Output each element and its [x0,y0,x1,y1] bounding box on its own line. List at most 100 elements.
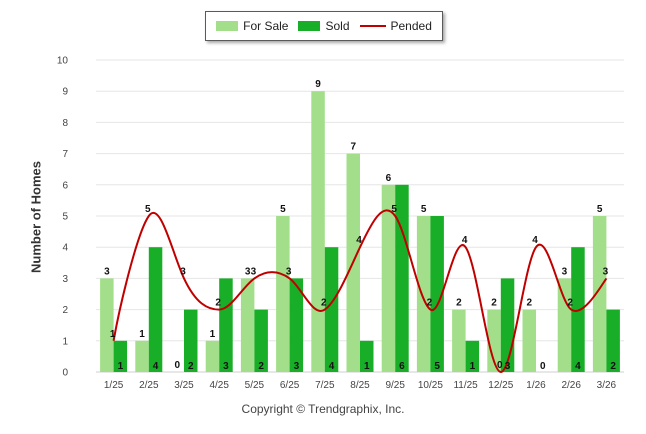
label-sold-1-25: 1 [118,361,124,372]
label-for-sale-2-26: 3 [562,266,568,277]
bar-for-sale-6-25[interactable] [276,216,290,372]
bar-for-sale-1-26[interactable] [522,309,537,372]
bar-sold-9-25[interactable] [395,184,409,372]
label-pended-9-25: 5 [391,204,397,215]
bar-for-sale-3-26[interactable] [592,216,607,372]
legend-swatch-for-sale [216,21,239,31]
label-for-sale-5-25: 3 [245,266,251,277]
label-for-sale-12-25: 2 [491,298,497,309]
x-tick-label: 5/25 [245,380,265,391]
y-tick-label: 5 [62,212,68,223]
bar-for-sale-12-25[interactable] [487,309,501,372]
y-tick-label: 0 [62,368,68,379]
label-pended-3-26: 3 [603,266,609,277]
x-tick-label: 2/26 [561,380,581,391]
bar-sold-10-25[interactable] [430,216,444,372]
label-pended-12-25: 0 [497,360,503,371]
x-tick-label: 6/25 [280,380,300,391]
label-sold-5-25: 2 [258,361,264,372]
bar-for-sale-1-25[interactable] [100,278,114,372]
legend-label-for-sale: For Sale [243,19,289,33]
y-axis-title: Number of Homes [28,161,44,273]
label-pended-11-25: 4 [462,235,468,246]
label-sold-1-26: 0 [540,361,546,372]
label-pended-10-25: 2 [427,298,433,309]
label-for-sale-9-25: 6 [386,173,392,184]
bar-sold-6-25[interactable] [289,278,304,372]
legend-swatch-sold [298,21,321,31]
label-sold-11-25: 1 [470,361,476,372]
bar-sold-5-25[interactable] [254,309,268,372]
bar-for-sale-9-25[interactable] [381,184,396,372]
legend-label-sold: Sold [325,19,350,33]
label-sold-12-25: 3 [505,361,511,372]
bar-sold-4-25[interactable] [219,278,233,372]
bar-sold-1-25[interactable] [113,340,128,372]
y-tick-label: 8 [62,118,68,129]
label-pended-2-26: 2 [567,298,573,309]
label-pended-6-25: 3 [286,266,292,277]
x-tick-label: 8/25 [350,380,370,391]
label-pended-2-25: 5 [145,204,151,215]
pended-line[interactable] [112,209,608,374]
bar-sold-12-25[interactable] [500,278,515,372]
legend: For Sale Sold Pended [205,11,443,41]
bar-sold-2-25[interactable] [148,247,163,372]
label-pended-5-25: 3 [251,266,257,277]
label-sold-9-25: 6 [399,361,405,372]
legend-item-sold[interactable]: Sold [298,19,350,33]
bar-for-sale-5-25[interactable] [240,278,255,372]
x-tick-label: 3/25 [174,380,194,391]
y-tick-label: 4 [62,243,68,254]
bar-sold-11-25[interactable] [465,340,480,372]
label-sold-10-25: 5 [434,361,440,372]
label-for-sale-6-25: 5 [280,204,286,215]
copyright: Copyright © Trendgraphix, Inc. [241,402,405,416]
label-for-sale-11-25: 2 [456,298,462,309]
label-for-sale-1-25: 3 [104,266,110,277]
x-tick-label: 2/25 [139,380,159,391]
label-pended-1-25: 1 [110,329,116,340]
bar-sold-7-25[interactable] [324,247,339,372]
x-tick-label: 3/26 [597,380,617,391]
label-for-sale-10-25: 5 [421,204,427,215]
legend-item-pended[interactable]: Pended [359,19,432,33]
bar-for-sale-7-25[interactable] [311,91,325,372]
label-for-sale-2-25: 1 [139,329,145,340]
label-for-sale-3-25: 0 [174,360,180,371]
bar-sold-3-26[interactable] [606,309,620,372]
label-for-sale-4-25: 1 [210,329,216,340]
y-tick-label: 1 [62,336,68,347]
y-tick-label: 10 [57,56,69,67]
label-sold-6-25: 3 [294,361,300,372]
label-for-sale-7-25: 9 [315,79,321,90]
bars [100,91,620,372]
label-sold-4-25: 3 [223,361,229,372]
bar-for-sale-2-26[interactable] [557,278,572,372]
label-sold-8-25: 1 [364,361,370,372]
bar-sold-3-25[interactable] [184,309,198,372]
bar-for-sale-11-25[interactable] [452,309,466,372]
bar-for-sale-4-25[interactable] [205,340,220,372]
y-tick-label: 6 [62,180,68,191]
legend-label-pended: Pended [390,19,432,33]
y-tick-label: 3 [62,274,68,285]
x-tick-label: 1/26 [526,380,546,391]
label-pended-1-26: 4 [532,235,538,246]
legend-item-for-sale[interactable]: For Sale [216,19,288,33]
label-sold-3-26: 2 [610,361,616,372]
bar-for-sale-10-25[interactable] [416,216,431,372]
label-sold-2-25: 4 [153,361,159,372]
y-tick-label: 9 [62,87,68,98]
label-for-sale-8-25: 7 [350,142,356,153]
bar-for-sale-2-25[interactable] [135,340,149,372]
label-sold-2-26: 4 [575,361,581,372]
bar-sold-8-25[interactable] [360,340,374,372]
x-tick-label: 4/25 [209,380,229,391]
y-tick-label: 2 [62,305,68,316]
label-pended-8-25: 4 [356,235,362,246]
